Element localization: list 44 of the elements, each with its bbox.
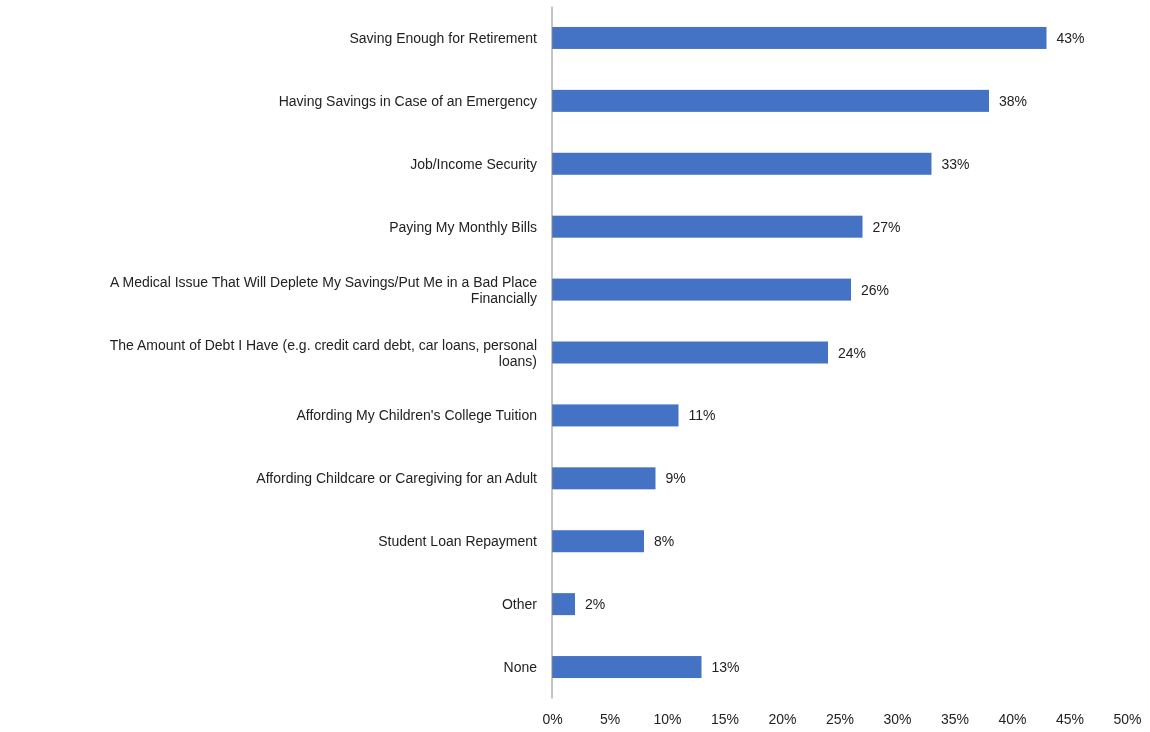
bar [552,215,863,238]
bar [552,404,679,427]
y-tick-label: Job/Income Security [410,155,537,172]
x-tick-label: 45% [1055,711,1085,728]
bar [552,26,1047,49]
data-label: 33% [941,155,970,172]
data-label: 38% [999,92,1028,109]
y-tick-label: Having Savings in Case of an Emergency [278,92,537,109]
x-tick-label: 5% [599,711,621,728]
data-label: 26% [861,281,890,298]
bar [552,593,575,616]
data-label: 8% [654,533,675,550]
data-label: 11% [688,407,716,424]
y-tick-label: A Medical Issue That Will Deplete My Savings/Put Me in a Bad Place Financially [110,273,538,306]
y-tick-label: The Amount of Debt I Have (e.g. credit card debt, car loans, personal loans) [109,336,537,369]
x-tick-label: 15% [710,711,740,728]
x-tick-label: 25% [825,711,855,728]
y-tick-label: Affording My Children's College Tuition [296,407,537,424]
bar [552,467,656,490]
x-tick-label: 30% [883,711,912,728]
bar [552,341,828,364]
y-tick-label: Affording Childcare or Caregiving for an Adult [256,470,538,487]
bar [552,278,851,301]
y-tick-label: Other [501,596,538,613]
y-tick-label: Saving Enough for Retirement [349,29,538,46]
data-label: 24% [838,344,867,361]
bar [552,152,932,175]
data-label: 2% [585,596,606,613]
x-tick-label: 50% [1113,711,1142,728]
x-tick-label: 0% [542,711,563,728]
bar [552,530,644,553]
x-tick-label: 20% [768,711,797,728]
bar [552,89,989,112]
data-label: 13% [711,659,740,676]
y-tick-label: Paying My Monthly Bills [389,218,537,235]
x-tick-label: 35% [940,711,970,728]
data-label: 43% [1056,29,1085,46]
bar [552,656,702,679]
x-tick-label: 40% [998,711,1027,728]
y-tick-label: None [503,659,538,676]
y-tick-label: Student Loan Repayment [378,533,538,550]
data-label: 9% [665,470,686,487]
data-label: 27% [872,218,901,235]
x-tick-label: 10% [653,711,682,728]
